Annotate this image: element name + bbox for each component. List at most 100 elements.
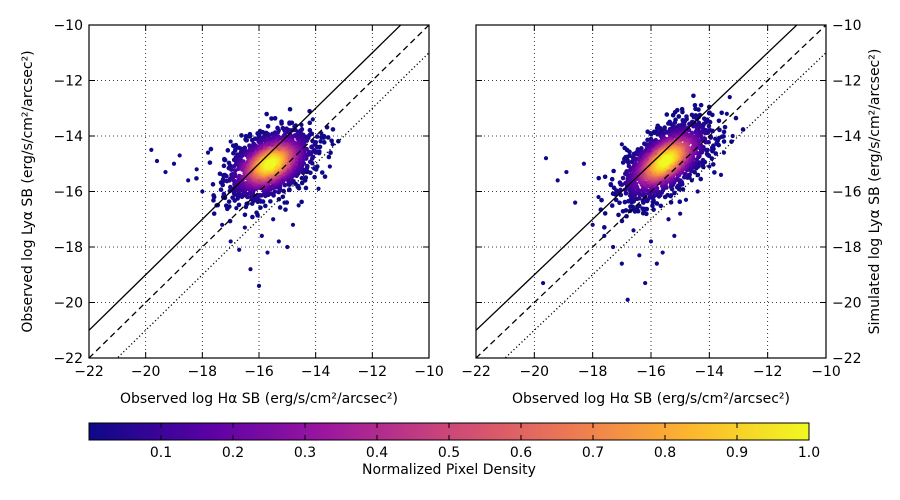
- y-tick-label: −12: [53, 74, 83, 90]
- density-point: [677, 199, 683, 205]
- density-point: [696, 107, 701, 112]
- density-point: [658, 203, 664, 209]
- scatter-point: [186, 178, 191, 183]
- x-axis-label: Observed log Hα SB (erg/s/cm²/arcsec²): [120, 391, 398, 407]
- density-point: [220, 177, 226, 182]
- scatter-point: [631, 228, 636, 233]
- scatter-point: [654, 261, 659, 266]
- density-point: [257, 192, 262, 198]
- scatter-point: [248, 267, 253, 272]
- scatter-point: [543, 156, 549, 161]
- density-point: [307, 159, 313, 165]
- density-point: [328, 150, 333, 156]
- density-point: [269, 116, 274, 121]
- density-point: [640, 206, 645, 211]
- density-point: [700, 157, 706, 163]
- colorbar: 0.1 0.2 0.3 0.4 0.5 0.6 0.7 0.8 0.9 1.0 Normalize…: [88, 422, 820, 478]
- density-point: [704, 147, 709, 153]
- reference-line-dashed: [476, 25, 826, 358]
- density-point: [672, 190, 677, 196]
- scatter-point: [276, 239, 281, 244]
- density-point: [717, 127, 722, 133]
- x-tick-label: −12: [358, 364, 388, 380]
- density-point: [270, 135, 276, 141]
- density-point: [303, 175, 309, 180]
- density-point: [299, 175, 305, 181]
- density-point: [623, 208, 629, 213]
- density-point: [602, 211, 608, 216]
- scatter-point: [581, 161, 587, 166]
- density-point: [307, 127, 313, 133]
- colorbar-tick-label: 0.6: [510, 445, 532, 461]
- density-point: [691, 93, 696, 99]
- density-point: [651, 193, 657, 199]
- reference-line-solid: [476, 25, 798, 331]
- density-point: [222, 157, 228, 163]
- scatter-point: [205, 150, 211, 155]
- density-point: [227, 163, 233, 169]
- density-point: [263, 203, 268, 209]
- density-point: [622, 199, 628, 205]
- scatter-point: [637, 253, 642, 258]
- y-tick-label: −18: [53, 240, 83, 256]
- x-tick-label: −10: [811, 364, 841, 380]
- density-point: [279, 121, 284, 126]
- density-point: [239, 133, 244, 138]
- density-point: [636, 195, 642, 201]
- density-point: [220, 182, 226, 188]
- density-point: [329, 138, 334, 144]
- scatter-point: [310, 117, 315, 122]
- scatter-point: [625, 297, 630, 302]
- density-point: [608, 182, 614, 188]
- scatter-point: [228, 239, 233, 244]
- density-point: [308, 170, 313, 176]
- density-point: [299, 180, 305, 186]
- density-point: [637, 191, 642, 197]
- density-point: [687, 172, 692, 178]
- scatter-point: [271, 217, 276, 222]
- y-tick-label: −16: [832, 185, 862, 201]
- density-point: [706, 123, 712, 129]
- density-point: [636, 203, 642, 209]
- y-axis-label: Simulated log Lyα SB (erg/s/cm²/arcsec²): [867, 49, 883, 335]
- density-point: [258, 205, 263, 210]
- density-point: [716, 118, 722, 124]
- x-tick-label: −14: [301, 364, 331, 380]
- density-point: [330, 127, 336, 132]
- density-point: [729, 139, 734, 144]
- x-tick-label: −22: [461, 364, 491, 380]
- scatter-point: [678, 211, 683, 216]
- reference-line-dotted: [116, 52, 429, 358]
- scatter-point: [730, 133, 735, 139]
- density-point: [227, 218, 233, 224]
- scatter-point: [610, 244, 616, 250]
- density-point: [311, 166, 317, 171]
- y-tick-label: −20: [53, 296, 83, 312]
- density-point: [247, 134, 252, 139]
- density-point: [698, 176, 704, 182]
- scatter-point: [242, 225, 247, 230]
- density-point: [710, 112, 715, 118]
- grid: [89, 25, 429, 358]
- density-point: [321, 140, 327, 145]
- x-tick-label: −20: [520, 364, 550, 380]
- density-point: [221, 163, 227, 169]
- density-point: [239, 153, 245, 158]
- density-point: [299, 199, 304, 205]
- density-point: [217, 171, 223, 177]
- scatter-point: [672, 233, 677, 238]
- x-tick-label: −16: [636, 364, 666, 380]
- density-point: [609, 203, 615, 208]
- density-point: [254, 210, 259, 216]
- density-point: [276, 196, 282, 202]
- density-point: [668, 200, 674, 205]
- density-point: [287, 121, 292, 126]
- density-point: [326, 154, 332, 160]
- density-point: [626, 160, 631, 165]
- density-point: [305, 163, 310, 169]
- density-point: [662, 159, 668, 164]
- density-point: [701, 116, 707, 121]
- colorbar-tick-label: 0.9: [726, 445, 748, 461]
- density-point: [194, 176, 199, 181]
- density-point: [207, 160, 213, 165]
